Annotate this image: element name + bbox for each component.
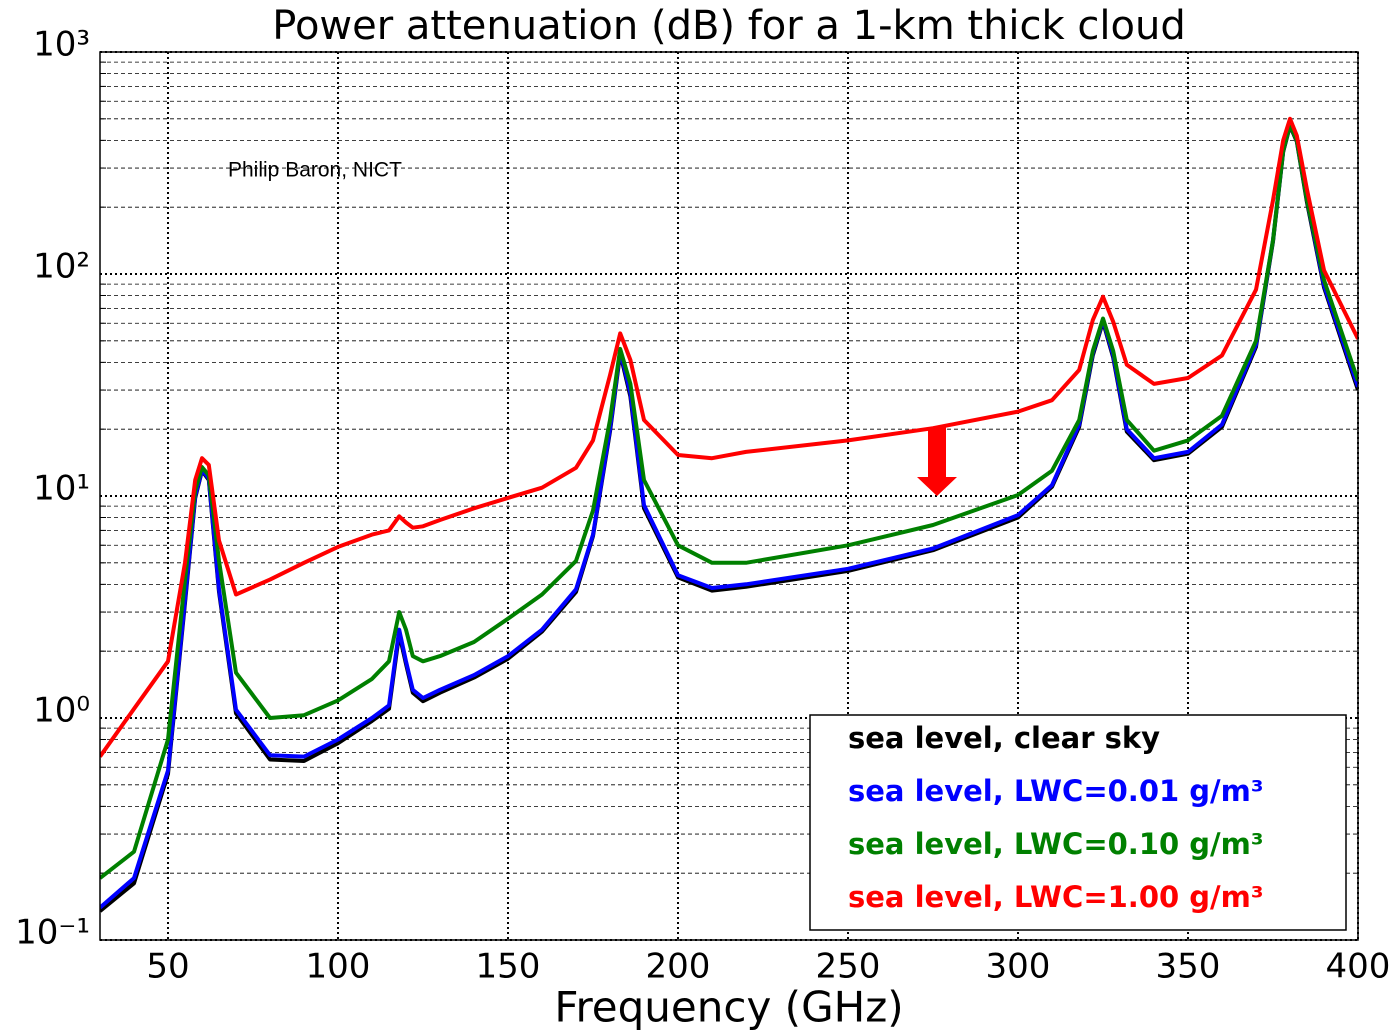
x-tick-label: 400 — [1326, 947, 1391, 987]
x-axis-label: Frequency (GHz) — [554, 983, 903, 1032]
x-tick-label: 250 — [816, 947, 881, 987]
x-tick-label: 200 — [646, 947, 711, 987]
legend-label: sea level, LWC=1.00 g/m³ — [848, 880, 1264, 914]
y-tick-label: 10⁰ — [33, 691, 90, 731]
y-tick-label: 10⁻¹ — [15, 913, 90, 953]
x-tick-label: 100 — [306, 947, 371, 987]
x-tick-label: 350 — [1156, 947, 1221, 987]
legend-label: sea level, LWC=0.10 g/m³ — [848, 827, 1264, 861]
legend-label: sea level, clear sky — [848, 721, 1160, 755]
plot-frame — [99, 51, 1359, 941]
arrow — [917, 427, 957, 496]
lines — [100, 116, 1358, 913]
legend-label: sea level, LWC=0.01 g/m³ — [848, 774, 1264, 808]
y-tick-label: 10³ — [33, 25, 90, 65]
y-tick-label: 10¹ — [33, 469, 90, 509]
x-tick-label: 50 — [146, 947, 189, 987]
annotation: Philip Baron, NICT — [228, 159, 402, 182]
legend: sea level, clear sky sea level, LWC=0.01 … — [809, 714, 1347, 931]
chart-title: Power attenuation (dB) for a 1-km thick … — [272, 3, 1185, 49]
legend-box — [809, 714, 1347, 931]
series-line — [100, 116, 1358, 758]
x-tick-label: 150 — [476, 947, 541, 987]
series-line — [100, 122, 1358, 880]
y-tick-label: 10² — [33, 247, 90, 287]
x-tick-label: 300 — [986, 947, 1051, 987]
